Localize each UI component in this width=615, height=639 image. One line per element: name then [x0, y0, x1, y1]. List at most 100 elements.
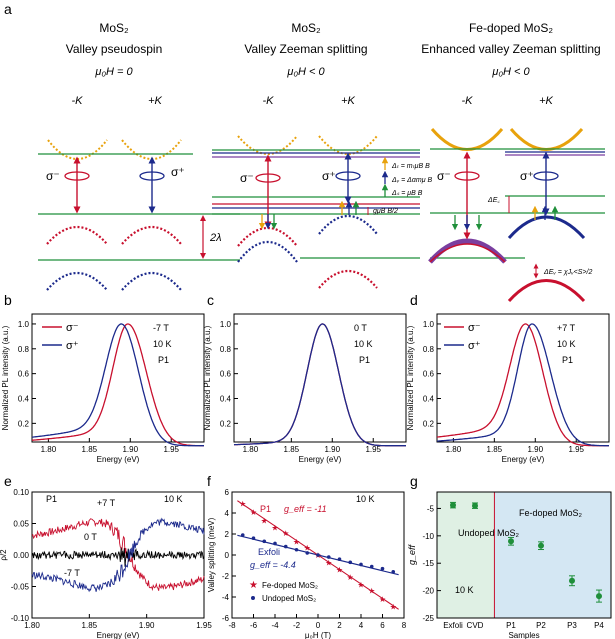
- col1-subtitle: Valley pseudospin: [66, 42, 163, 56]
- f-xtick-label: 8: [402, 621, 407, 630]
- f-point-undoped: [251, 536, 256, 540]
- f-xtick-label: 4: [359, 621, 364, 630]
- c2-circ-plus-icon: [335, 171, 361, 181]
- b-xtick-label: 1.95: [163, 445, 179, 454]
- c3-valley-plus: +K: [539, 95, 553, 107]
- c2-cond-band-plus: [318, 135, 378, 155]
- c1-val-band-plus-upper: [121, 226, 182, 245]
- f-point-fe: ★: [271, 524, 278, 533]
- panel-g-label: g: [410, 473, 418, 489]
- c2-diagram: σ⁻ σ⁺ Δₜ = mₜμB B Δᵥ = Δαmμ B Δₛ = μB B …: [212, 135, 432, 289]
- b-xlabel: Energy (eV): [97, 455, 140, 464]
- b-series-sigma-minus: [32, 323, 204, 447]
- f-point-fe: ★: [379, 595, 386, 604]
- col2-title: MoS₂: [291, 21, 321, 35]
- f-point-undoped: [316, 553, 320, 557]
- d-xtick-label: 1.80: [446, 445, 462, 454]
- f-point-fe: ★: [336, 566, 343, 575]
- f-point-undoped: [359, 562, 363, 567]
- d-legend-plus: σ⁺: [468, 340, 481, 352]
- c1-val-band-minus-upper: [46, 226, 108, 245]
- c1-spin-orbit-label: 2λ: [209, 232, 222, 244]
- e-ytick-label: -0.05: [11, 583, 30, 592]
- d-xtick-label: 1.85: [487, 445, 503, 454]
- f-ytick-label: -6: [222, 614, 230, 623]
- c1-diagram: σ⁻ σ⁺ 2λ: [38, 139, 240, 291]
- b-xtick-label: 1.85: [82, 445, 98, 454]
- c-ylabel: Normalized PL intensity (a.u.): [203, 325, 212, 430]
- e-curve-plus7: +7 T: [97, 498, 116, 508]
- f-xtick-label: -4: [271, 621, 279, 630]
- g-ytick-label: -10: [422, 532, 434, 541]
- e-ytick-label: 0.00: [13, 551, 29, 560]
- g-bg-undoped: [437, 492, 495, 618]
- g-point-p2: [538, 542, 544, 549]
- c3-val-band-minus-inner: [429, 243, 506, 263]
- e-series--7T: [31, 517, 205, 593]
- b-xtick-label: 1.80: [41, 445, 57, 454]
- c-sample: P1: [359, 355, 370, 365]
- f-point-undoped: [326, 555, 331, 559]
- c3-delta-ec: ΔE꜀: [487, 197, 500, 204]
- c3-val-band-minus: [428, 238, 507, 264]
- f-point-fe: ★: [239, 500, 246, 509]
- g-point-p4: [596, 593, 602, 600]
- d-xlabel: Energy (eV): [502, 455, 545, 464]
- f-point-undoped: [305, 551, 310, 555]
- c3-sigma-minus: σ⁻: [437, 169, 451, 183]
- panel-g-annotations: Undoped MoS₂ Fe-doped MoS₂ 10 K: [455, 508, 583, 595]
- d-field: +7 T: [557, 323, 576, 333]
- g-category-label: P1: [506, 621, 516, 630]
- b-sample: P1: [158, 355, 169, 365]
- g-undoped: Undoped MoS₂: [458, 528, 520, 538]
- c3-cond-band-plus: [509, 128, 584, 151]
- c-series-sigma-minus: [233, 323, 406, 447]
- d-series-sigma-plus: [437, 323, 609, 447]
- panel-e-label: e: [4, 473, 12, 489]
- f-point-fe: ★: [304, 544, 311, 553]
- d-ytick-label: 1.0: [423, 320, 435, 329]
- c1-cond-band-minus: [47, 139, 108, 160]
- c-frame: [233, 313, 407, 443]
- f-legend-fe: Fe-doped MoS₂: [262, 581, 318, 590]
- f-ytick-label: 4: [225, 509, 230, 518]
- g-point-cvd: [472, 502, 478, 509]
- f-legend-dot-icon: [251, 596, 255, 600]
- c-xtick-label: 1.80: [243, 445, 259, 454]
- c3-delta-ev: ΔEᵥ = χJᵥ<S>/2: [543, 269, 592, 276]
- e-curve-minus7: -7 T: [64, 568, 80, 578]
- f-point-undoped: [240, 533, 245, 537]
- e-series-0T: [31, 547, 205, 567]
- e-ytick-label: -0.10: [11, 614, 30, 623]
- c2-val-band-plus-upper: [318, 215, 378, 235]
- chart-b: 1.80 1.85 1.90 1.95 0.2 0.4 0.6 0.8 1.0 Energy (e…: [1, 313, 205, 464]
- c-ytick-label: 0.4: [220, 395, 232, 404]
- e-xtick-label: 1.85: [82, 621, 98, 630]
- c3-val-band-plus-lower: [507, 279, 586, 303]
- e-xlabel: Energy (eV): [97, 631, 140, 639]
- g-point-p1: [508, 538, 514, 545]
- f-point-fe: ★: [390, 602, 397, 611]
- g-temp: 10 K: [455, 585, 474, 595]
- e-ylabel: ρ/2: [0, 549, 8, 561]
- c1-circ-plus-icon: [139, 171, 165, 181]
- d-xtick-label: 1.90: [527, 445, 543, 454]
- e-ytick-label: 0.05: [13, 520, 29, 529]
- b-ylabel: Normalized PL intensity (a.u.): [1, 325, 10, 430]
- f-point-fe: ★: [357, 580, 364, 589]
- f-xtick-label: -2: [293, 621, 301, 630]
- d-ytick-label: 0.4: [423, 395, 435, 404]
- f-ylabel: Valley splitting (meV): [207, 517, 216, 592]
- f-point-fe: ★: [282, 529, 289, 538]
- e-series-7T: [31, 518, 205, 592]
- col2-condition: μ₀H < 0: [286, 66, 325, 78]
- f-fe-label: P1: [260, 504, 271, 514]
- f-point-fe: ★: [347, 573, 354, 582]
- c-ytick-label: 0.8: [220, 345, 232, 354]
- c1-val-band-minus-lower: [46, 272, 108, 291]
- panel-b-annotations: σ⁻ σ⁺ -7 T 10 K P1: [42, 322, 172, 365]
- g-ytick-label: -5: [427, 504, 435, 513]
- f-point-undoped: [294, 547, 299, 552]
- c1-val-band-plus-lower: [121, 272, 182, 291]
